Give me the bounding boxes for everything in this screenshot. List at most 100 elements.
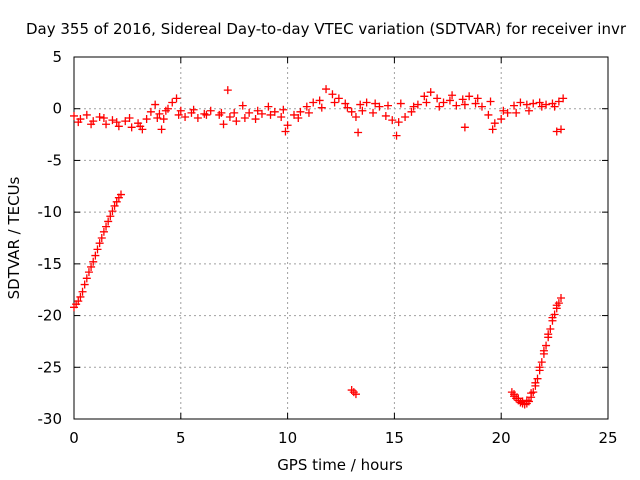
- data-point: [396, 99, 405, 108]
- data-point: [99, 227, 108, 236]
- data-point: [281, 127, 290, 136]
- data-point: [347, 107, 356, 116]
- data-point: [542, 100, 551, 109]
- data-point: [422, 98, 431, 107]
- data-point: [238, 101, 247, 110]
- data-point: [529, 99, 538, 108]
- data-point: [102, 222, 111, 231]
- data-point: [460, 123, 469, 132]
- data-point: [193, 114, 202, 123]
- data-point: [283, 121, 292, 130]
- y-tick-label: -10: [38, 203, 63, 221]
- data-point: [488, 125, 497, 134]
- data-point: [539, 346, 548, 355]
- data-point: [535, 98, 544, 107]
- data-point: [89, 257, 98, 266]
- data-point: [125, 114, 134, 123]
- data-point: [78, 287, 87, 296]
- y-tick-label: 0: [52, 100, 62, 118]
- axis-ticks: 0 5 10 15 20 25 5 0 -5 -10 -15 -20 -25 -30: [38, 48, 618, 447]
- data-point: [473, 94, 482, 103]
- data-point: [146, 107, 155, 116]
- data-point: [383, 101, 392, 110]
- data-point: [215, 110, 224, 119]
- data-point: [420, 92, 429, 101]
- data-point: [294, 114, 303, 123]
- data-point: [266, 110, 275, 119]
- data-point: [512, 108, 521, 117]
- data-point: [388, 116, 397, 125]
- data-point: [93, 245, 102, 254]
- data-point: [460, 100, 469, 109]
- data-point: [531, 378, 540, 387]
- data-point: [189, 105, 198, 114]
- data-point: [503, 108, 512, 117]
- data-point: [309, 98, 318, 107]
- data-point: [347, 386, 356, 395]
- y-tick-label: -30: [38, 410, 63, 428]
- x-tick-label: 20: [492, 429, 511, 447]
- data-point: [499, 106, 508, 115]
- data-point: [537, 102, 546, 111]
- data-point: [114, 122, 123, 131]
- data-point: [394, 118, 403, 127]
- data-point: [253, 106, 262, 115]
- data-point: [559, 94, 568, 103]
- data-point: [82, 110, 91, 119]
- data-point: [533, 374, 542, 383]
- data-point: [544, 330, 553, 339]
- data-point: [341, 99, 350, 108]
- data-point: [522, 100, 531, 109]
- data-point: [557, 293, 566, 302]
- data-point: [181, 112, 190, 121]
- data-point: [328, 90, 337, 99]
- data-point: [356, 100, 365, 109]
- x-axis-label: GPS time / hours: [277, 456, 403, 474]
- data-point: [84, 268, 93, 277]
- data-point: [557, 125, 566, 134]
- x-tick-label: 10: [278, 429, 297, 447]
- data-point: [142, 115, 151, 124]
- data-point: [127, 123, 136, 132]
- data-point: [163, 104, 172, 113]
- data-point: [317, 103, 326, 112]
- data-point: [349, 388, 358, 397]
- data-point: [362, 98, 371, 107]
- data-point: [108, 116, 117, 125]
- data-point: [546, 325, 555, 334]
- data-point: [445, 96, 454, 105]
- data-point: [448, 91, 457, 100]
- data-point: [264, 102, 273, 111]
- data-point: [108, 207, 117, 216]
- data-point: [552, 301, 561, 310]
- data-point: [351, 112, 360, 121]
- data-point: [465, 92, 474, 101]
- x-tick-label: 25: [598, 429, 617, 447]
- data-point: [157, 125, 166, 134]
- x-tick-label: 0: [69, 429, 79, 447]
- data-point: [375, 102, 384, 111]
- data-point: [529, 388, 538, 397]
- data-point: [110, 201, 119, 210]
- data-point: [232, 117, 241, 126]
- data-point: [490, 119, 499, 128]
- data-point: [497, 115, 506, 124]
- data-point: [82, 274, 91, 283]
- chart-title: Day 355 of 2016, Sidereal Day-to-day VTE…: [26, 20, 627, 38]
- data-point: [351, 390, 360, 399]
- data-point: [413, 100, 422, 109]
- data-point: [554, 299, 563, 308]
- data-point: [369, 108, 378, 117]
- y-axis-label: SDTVAR / TECUs: [5, 176, 23, 299]
- data-point: [136, 122, 145, 131]
- data-point: [477, 102, 486, 111]
- data-point: [548, 313, 557, 322]
- data-point: [151, 100, 160, 109]
- data-point: [371, 99, 380, 108]
- data-point: [168, 98, 177, 107]
- data-point: [277, 112, 286, 121]
- data-point: [161, 106, 170, 115]
- data-point: [409, 102, 418, 111]
- data-point: [257, 109, 266, 118]
- data-point: [439, 98, 448, 107]
